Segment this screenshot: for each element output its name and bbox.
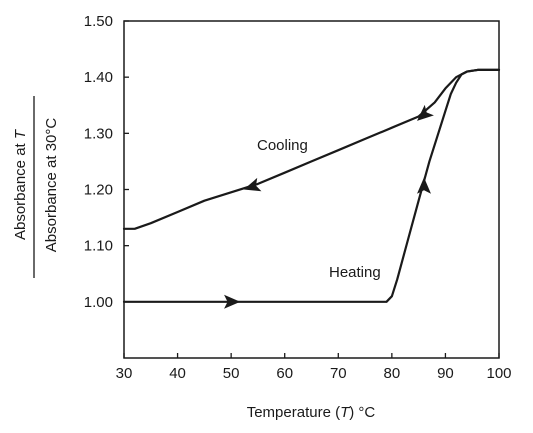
series-line-heating <box>122 68 501 303</box>
annotation-heating: Heating <box>329 264 381 281</box>
x-tick-label: 70 <box>330 365 347 382</box>
x-axis-title: Temperature (T) °C <box>247 404 376 421</box>
y-tick-label: 1.00 <box>84 294 113 311</box>
x-tick-label: 100 <box>486 365 511 382</box>
series-line-cooling <box>122 68 501 230</box>
direction-arrow-heating <box>224 294 241 309</box>
y-axis-title-numerator: Absorbance at T <box>12 128 29 240</box>
x-tick-label: 40 <box>169 365 186 382</box>
series-layer <box>122 68 501 303</box>
x-tick-label: 50 <box>223 365 240 382</box>
annotation-cooling: Cooling <box>257 137 308 154</box>
direction-arrow-cooling <box>417 104 434 121</box>
y-tick-label: 1.10 <box>84 238 113 255</box>
direction-arrow-heating <box>417 177 431 194</box>
x-tick-label: 80 <box>384 365 401 382</box>
direction-arrows <box>224 104 434 309</box>
x-tick-label: 30 <box>116 365 133 382</box>
direction-arrow-cooling <box>243 177 262 192</box>
y-tick-label: 1.30 <box>84 125 113 142</box>
y-tick-label: 1.50 <box>84 13 113 30</box>
y-tick-label: 1.40 <box>84 69 113 86</box>
x-tick-label: 90 <box>437 365 454 382</box>
y-axis-title-denominator: Absorbance at 30°C <box>43 118 60 253</box>
plot-frame <box>123 20 500 359</box>
axis-ticks: 30 40 50 60 70 80 90 100 1.00 1.10 1.20 1.30 1.40 1.5… <box>84 13 512 382</box>
y-axis-title: Absorbance at T Absorbance at 30°C <box>12 96 60 278</box>
x-tick-label: 60 <box>276 365 293 382</box>
y-tick-label: 1.20 <box>84 182 113 199</box>
